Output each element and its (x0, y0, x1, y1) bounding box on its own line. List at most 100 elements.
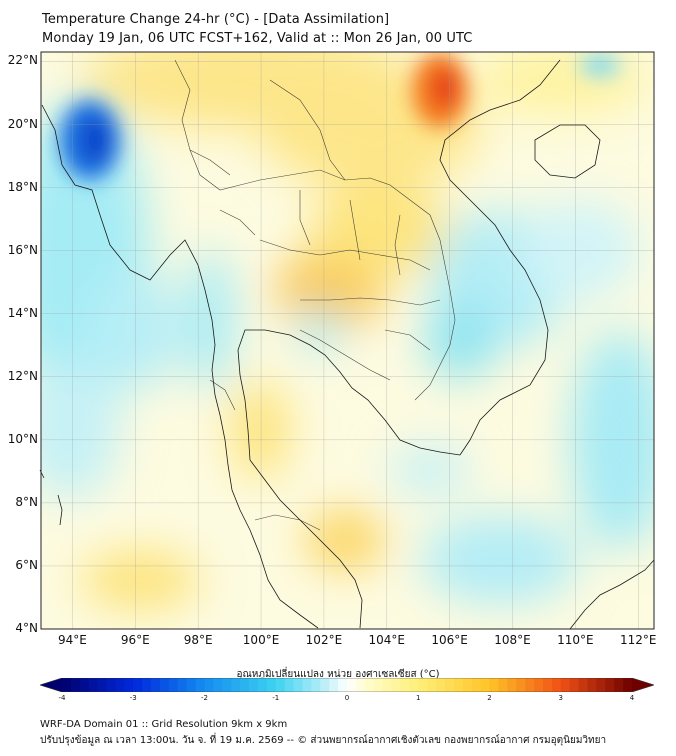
colorbar-cell (453, 678, 464, 692)
colorbar-cell (516, 678, 526, 692)
colorbar-cell (364, 678, 375, 692)
map-frame (40, 51, 655, 630)
colorbar-cell (240, 678, 250, 692)
footer-credit: ปรับปรุงข้อมูล ณ เวลา 13:00น. วัน จ. ที่… (40, 735, 607, 746)
colorbar-cell (551, 678, 562, 692)
latitude-label: 22°N (7, 53, 38, 68)
colorbar-cell (293, 678, 303, 692)
colorbar-title: อุณหภูมิเปลี่ยนแปลง หน่วย องศาเซลเซียส (… (236, 669, 440, 680)
colorbar-cell (62, 678, 72, 692)
longitude-label: 94°E (57, 633, 87, 647)
colorbar-cell (213, 678, 223, 692)
colorbar-cell (569, 678, 579, 692)
longitude-label: 100°E (242, 633, 280, 647)
colorbar-cell (462, 678, 473, 692)
colorbar-tick-label: -1 (272, 694, 280, 702)
latitude-label: 18°N (7, 179, 38, 194)
colorbar-tick-label: 1 (416, 694, 421, 702)
colorbar-cell (436, 678, 446, 692)
colorbar-cell (284, 678, 294, 692)
colorbar-cell (338, 678, 348, 692)
colorbar-cell (249, 678, 259, 692)
colorbar-cell (79, 678, 90, 692)
colorbar-cell (623, 678, 633, 692)
colorbar-cell (578, 678, 588, 692)
footer-model-info: WRF-DA Domain 01 :: Grid Resolution 9km … (40, 719, 288, 730)
colorbar-cell (614, 678, 624, 692)
colorbar-cell (222, 678, 232, 692)
latitude-label: 20°N (7, 116, 38, 131)
longitude-label: 98°E (183, 633, 213, 647)
colorbar-cell (373, 678, 384, 692)
colorbar-min-extend (40, 678, 62, 692)
border-layer (174, 59, 456, 531)
colorbar-cell (409, 678, 419, 692)
colorbar-max-extend (632, 678, 654, 692)
temperature-change-map (39, 51, 655, 630)
colorbar-cell (320, 678, 330, 692)
map-title: Temperature Change 24-hr (°C) - [Data As… (42, 12, 390, 27)
colorbar-cell (329, 678, 339, 692)
colorbar-tick-label: -4 (58, 694, 66, 702)
colorbar-cell (151, 678, 161, 692)
field-layer (41, 52, 654, 629)
latitude-label: 10°N (7, 431, 38, 446)
colorbar-cell (311, 678, 321, 692)
colorbar-cell (302, 678, 312, 692)
longitude-label: 108°E (494, 633, 531, 647)
colorbar-tick-label: 0 (344, 694, 350, 702)
colorbar-cell (168, 678, 179, 692)
colorbar-cell (231, 678, 241, 692)
colorbar-cell (106, 678, 116, 692)
colorbar-cell (355, 678, 366, 692)
latitude-label: 8°N (15, 494, 38, 509)
latitude-label: 6°N (15, 557, 38, 572)
map-subtitle: Monday 19 Jan, 06 UTC FCST+162, Valid at… (42, 31, 473, 46)
colorbar-cell (275, 678, 286, 692)
colorbar-cell (596, 678, 606, 692)
colorbar-cell (391, 678, 401, 692)
colorbar-cell (507, 678, 517, 692)
longitude-label: 106°E (431, 633, 468, 647)
colorbar-cell (498, 678, 508, 692)
colorbar-cell (347, 678, 357, 692)
latitude-label: 12°N (7, 368, 38, 383)
colorbar-cell (186, 678, 196, 692)
colorbar-cell (177, 678, 188, 692)
colorbar-tick-label: 3 (558, 694, 563, 702)
colorbar-cell (525, 678, 535, 692)
colorbar-cell (471, 678, 481, 692)
longitude-label: 104°E (368, 633, 406, 647)
colorbar (40, 678, 654, 692)
colorbar-tick-label: 4 (629, 694, 635, 702)
graticule (41, 52, 654, 630)
colorbar-cell (542, 678, 553, 692)
coastline-layer (39, 59, 655, 630)
colorbar-cell (133, 678, 143, 692)
colorbar-cell (418, 678, 428, 692)
colorbar-cell (534, 678, 544, 692)
colorbar-cell (427, 678, 437, 692)
colorbar-cell (142, 678, 152, 692)
colorbar-cell (257, 678, 268, 692)
longitude-label: 110°E (557, 633, 594, 647)
colorbar-cell (400, 678, 410, 692)
colorbar-cell (195, 678, 205, 692)
latitude-label: 14°N (7, 305, 38, 320)
latitude-label: 16°N (7, 242, 38, 257)
colorbar-cell (124, 678, 134, 692)
colorbar-cell (266, 678, 277, 692)
colorbar-cell (444, 678, 455, 692)
colorbar-cell (70, 678, 81, 692)
colorbar-cell (159, 678, 170, 692)
colorbar-cell (97, 678, 107, 692)
latitude-label: 4°N (15, 621, 38, 635)
longitude-label: 112°E (620, 633, 657, 647)
colorbar-cell (489, 678, 499, 692)
colorbar-tick-label: -2 (201, 694, 208, 702)
colorbar-tick-label: 2 (487, 694, 492, 702)
colorbar-cell (587, 678, 597, 692)
colorbar-cell (480, 678, 490, 692)
colorbar-cell (560, 678, 571, 692)
colorbar-tick-label: -3 (129, 694, 137, 702)
